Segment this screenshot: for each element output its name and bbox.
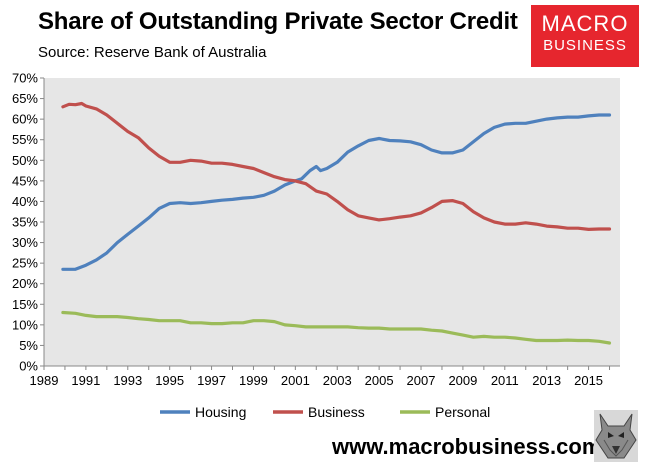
x-tick-label: 2003 [323,373,352,388]
line-chart: 0% 5% 10% 15% 20% 25% 30% 35% 40% 45% 50% 55% 60% 65%… [12,71,620,420]
y-tick-label: 70% [12,71,38,86]
macrobusiness-logo: MACRO BUSINESS [531,5,639,67]
series-line-personal [61,310,612,345]
y-tick-label: 60% [12,112,38,127]
y-tick-label: 50% [12,153,38,168]
footer-url: www.macrobusiness.com.au [332,434,634,459]
x-tick-label: 2013 [532,373,561,388]
y-tick-label: 40% [12,194,38,209]
legend-label-personal: Personal [435,404,490,420]
y-tick-label: 35% [12,215,38,230]
x-tick-label: 1989 [30,373,59,388]
x-tick-label: 2011 [491,373,519,388]
y-tick-label: 65% [12,91,38,106]
x-tick-label: 2009 [448,373,477,388]
chart-subtitle: Source: Reserve Bank of Australia [38,44,267,61]
x-tick-label: 2005 [365,373,394,388]
chart-title: Share of Outstanding Private Sector Cred… [38,8,518,35]
x-tick-label: 1991 [71,373,100,388]
y-tick-label: 5% [19,338,38,353]
wolf-head-icon [594,410,638,462]
y-tick-label: 15% [12,297,38,312]
y-tick-label: 10% [12,317,38,332]
logo-line-1: MACRO [541,11,629,36]
x-tick-label: 2001 [281,373,310,388]
y-tick-label: 20% [12,276,38,291]
x-tick-label: 2015 [574,373,603,388]
y-tick-label: 55% [12,132,38,147]
logo-line-2: BUSINESS [543,37,627,54]
series-line-business [61,101,612,231]
x-tick-label: 1995 [155,373,184,388]
series-line-housing [61,113,612,271]
y-tick-label: 45% [12,173,38,188]
legend-label-business: Business [308,404,365,420]
x-tick-label: 1999 [239,373,268,388]
x-tick-label: 1997 [197,373,226,388]
x-tick-label: 2007 [407,373,436,388]
y-tick-label: 0% [19,359,38,374]
x-tick-label: 1993 [113,373,142,388]
legend-label-housing: Housing [195,404,246,420]
y-tick-label: 30% [12,235,38,250]
y-tick-label: 25% [12,256,38,271]
